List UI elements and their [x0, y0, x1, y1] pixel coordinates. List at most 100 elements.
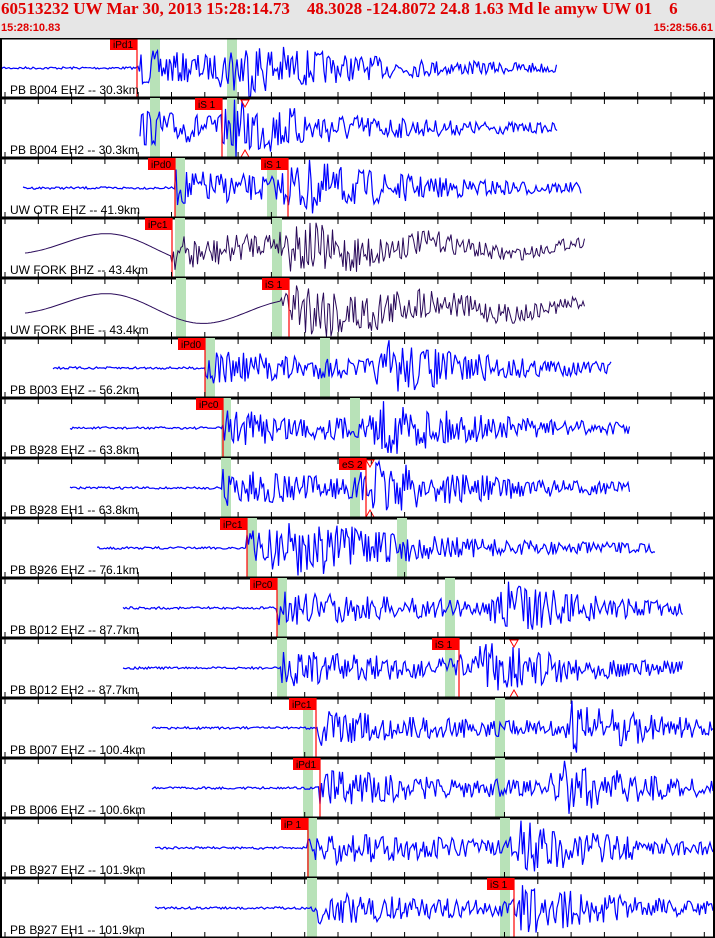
theoretical-arrival-window [175, 218, 185, 278]
channel-panel[interactable]: iPd1 PB B004 EHZ -- 30.3km [0, 38, 715, 104]
channel-label: PB B004 EH2 -- 30.3km [10, 143, 138, 157]
coda-marker-icon [509, 639, 519, 649]
pick-label: iP 1 [284, 820, 301, 831]
waveform-trace [151, 700, 714, 753]
channel-panel[interactable]: iPc1 UW FORK BHZ -- 43.4km [0, 218, 715, 284]
channel-panel[interactable]: iPc1 PB B926 EHZ -- 76.1km [0, 518, 715, 584]
channel-label: UW FORK BHE -- 43.4km [10, 323, 149, 337]
theoretical-arrival-window [176, 278, 186, 338]
theoretical-arrival-window [303, 758, 313, 818]
pick-label: iPd0 [151, 160, 171, 171]
theoretical-arrival-window [500, 878, 510, 938]
channel-label: PB B926 EHZ -- 76.1km [10, 563, 139, 577]
channel-panel[interactable]: iPc1 PB B007 EHZ -- 100.4km [0, 698, 715, 764]
theoretical-arrival-window [247, 518, 257, 578]
waveform-trace [22, 159, 582, 214]
theoretical-arrival-window [227, 98, 237, 158]
channel-panel[interactable]: iPd0 PB B003 EHZ -- 56.2km [0, 338, 715, 404]
pick-flag [293, 758, 320, 770]
channel-panel[interactable]: iS 1 PB B004 EH2 -- 30.3km [0, 98, 715, 164]
theoretical-arrival-window [221, 458, 231, 518]
pick-label: eS 2 [342, 460, 363, 471]
pick-flag [195, 98, 222, 110]
channel-panel[interactable]: iPd0 iS 1 UW OTR EHZ -- 41.9km [0, 158, 715, 224]
pick-flag [281, 818, 308, 830]
theoretical-arrival-window [495, 758, 505, 818]
pick-flag [250, 578, 277, 590]
pick-flag [145, 218, 172, 230]
theoretical-arrival-window [175, 158, 185, 218]
waveform-trace [24, 285, 585, 338]
theoretical-arrival-window [350, 398, 360, 458]
theoretical-arrival-window [227, 38, 237, 98]
coda-marker-icon [365, 459, 375, 469]
theoretical-arrival-window [277, 578, 287, 638]
theoretical-arrival-window [267, 158, 277, 218]
waveform-trace [0, 46, 558, 98]
pick-label: iS 1 [265, 280, 283, 291]
waveform-trace [154, 820, 714, 872]
channel-panel[interactable]: iS 1 PB B927 EH1 -- 101.9km [0, 878, 715, 938]
waveform-trace [96, 523, 656, 576]
channel-panel[interactable]: iP 1 PB B927 EHZ -- 101.9km [0, 818, 715, 884]
waveform-trace [69, 401, 631, 454]
theoretical-arrival-window [500, 818, 510, 878]
theoretical-arrival-window [272, 278, 282, 338]
channel-label: UW OTR EHZ -- 41.9km [10, 203, 140, 217]
channel-label: PB B007 EHZ -- 100.4km [10, 743, 145, 757]
pick-flag [220, 518, 247, 530]
theoretical-arrival-window [445, 578, 455, 638]
pick-label: iS 1 [198, 100, 216, 111]
waveform-trace [69, 459, 631, 511]
pick-flag [148, 158, 175, 170]
start-time: 15:28:10.83 [1, 22, 61, 34]
channel-label: PB B012 EHZ -- 87.7km [10, 623, 139, 637]
channel-label: PB B928 EHZ -- 63.8km [10, 443, 139, 457]
waveform-trace [151, 760, 714, 814]
pick-label: iPc1 [292, 700, 312, 711]
pick-label: iPd0 [181, 340, 201, 351]
theoretical-arrival-window [150, 38, 160, 98]
pick-label: iPc1 [223, 520, 243, 531]
theoretical-arrival-window [445, 638, 455, 698]
pick-label: iS 1 [490, 880, 508, 891]
waveform-trace [24, 222, 585, 272]
waveform-trace [52, 340, 612, 392]
coda-marker-icon [509, 688, 519, 698]
channel-panel[interactable]: iS 1 PB B012 EH2 -- 87.7km [0, 638, 715, 704]
waveform-trace [139, 99, 558, 157]
theoretical-arrival-window [150, 98, 160, 158]
theoretical-arrival-window [272, 218, 282, 278]
seismogram-panels[interactable]: iPd1 PB B004 EHZ -- 30.3km iS 1 PB B004 EH2… [0, 38, 715, 938]
pick-flag [261, 158, 288, 170]
pick-flag [110, 38, 137, 50]
pick-label: iPc1 [148, 220, 168, 231]
pick-label: iS 1 [435, 640, 453, 651]
pick-label: iPc0 [199, 400, 219, 411]
waveform-trace [122, 643, 684, 691]
channel-panel[interactable]: eS 2 PB B928 EH1 -- 63.8km [0, 458, 715, 524]
pick-label: iS 1 [264, 160, 282, 171]
coda-marker-icon [240, 148, 250, 158]
channel-label: PB B928 EH1 -- 63.8km [10, 503, 138, 517]
pick-label: iPc0 [253, 580, 273, 591]
theoretical-arrival-window [277, 638, 287, 698]
pick-flag [432, 638, 459, 650]
end-time: 15:28:56.61 [653, 22, 713, 34]
channel-label: PB B927 EHZ -- 101.9km [10, 863, 145, 877]
channel-label: PB B006 EHZ -- 100.6km [10, 803, 145, 817]
channel-panel[interactable]: iPc0 PB B012 EHZ -- 87.7km [0, 578, 715, 644]
channel-label: PB B003 EHZ -- 56.2km [10, 383, 139, 397]
pick-flag [196, 398, 223, 410]
coda-marker-icon [240, 99, 250, 109]
coda-marker-icon [365, 508, 375, 518]
event-title: 60513232 UW Mar 30, 2013 15:28:14.73 48.… [1, 0, 678, 18]
channel-panel[interactable]: iS 1 UW FORK BHE -- 43.4km [0, 278, 715, 344]
pick-flag [178, 338, 205, 350]
pick-flag [339, 458, 366, 470]
channel-panel[interactable]: iPc0 PB B928 EHZ -- 63.8km [0, 398, 715, 464]
pick-flag [262, 278, 289, 290]
channel-panel[interactable]: iPd1 PB B006 EHZ -- 100.6km [0, 758, 715, 824]
pick-flag [289, 698, 316, 710]
waveform-trace [122, 581, 683, 630]
